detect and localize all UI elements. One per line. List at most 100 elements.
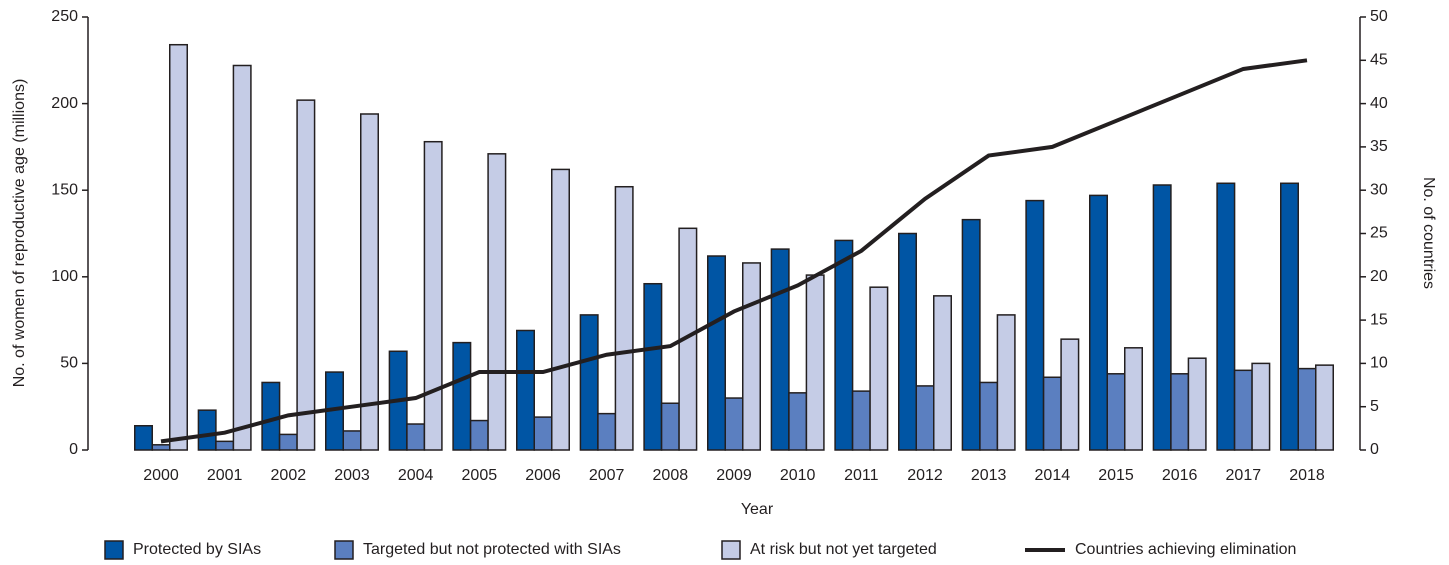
bar	[1280, 182, 1299, 451]
y2-tick-label: 0	[1370, 441, 1379, 458]
bar	[961, 218, 981, 451]
x-tick-label: 2002	[271, 467, 307, 484]
x-tick-label: 2004	[398, 467, 434, 484]
x-tick-label: 2010	[780, 467, 816, 484]
x-axis-label: Year	[741, 501, 774, 518]
bar	[1297, 367, 1317, 451]
bar	[1170, 373, 1190, 451]
y2-tick-label: 20	[1370, 268, 1388, 285]
legend-swatch	[334, 540, 354, 560]
bar	[851, 390, 871, 451]
legend-label: Targeted but not protected with SIAs	[363, 541, 621, 558]
y-tick-label: 0	[69, 441, 78, 458]
y2-axis-label: No. of countries	[1420, 177, 1437, 289]
bar	[134, 425, 153, 451]
bar	[614, 185, 634, 451]
x-tick-label: 2003	[334, 467, 370, 484]
bar	[869, 286, 889, 451]
x-tick-label: 2013	[971, 467, 1007, 484]
bar	[1089, 194, 1108, 451]
bar	[232, 64, 252, 451]
bar	[452, 341, 472, 451]
bar	[1060, 338, 1080, 451]
y2-tick-label: 10	[1370, 355, 1388, 372]
bar	[261, 381, 281, 451]
x-tick-label: 2007	[589, 467, 625, 484]
y2-tick-label: 50	[1370, 8, 1388, 25]
bar	[1251, 362, 1271, 451]
bar	[770, 248, 790, 451]
x-tick-label: 2017	[1226, 467, 1262, 484]
bar	[296, 99, 316, 451]
y2-tick-label: 30	[1370, 181, 1388, 198]
x-tick-label: 2016	[1162, 467, 1198, 484]
bar	[1042, 376, 1062, 451]
bar	[278, 433, 298, 451]
y-axis-label: No. of women of reproductive age (millio…	[11, 79, 28, 388]
y2-tick-label: 5	[1370, 398, 1379, 415]
bar	[1216, 182, 1236, 451]
bar	[215, 440, 235, 451]
x-tick-label: 2009	[716, 467, 752, 484]
bar	[579, 314, 599, 451]
line	[160, 58, 1308, 444]
bar	[724, 397, 744, 451]
bar	[805, 274, 825, 451]
y-tick-label: 200	[51, 95, 78, 112]
legend-label: Protected by SIAs	[133, 541, 261, 558]
bar	[1187, 357, 1207, 451]
bar	[788, 392, 808, 451]
y-tick-label: 150	[51, 181, 78, 198]
bar	[979, 381, 999, 451]
bar	[1106, 373, 1126, 451]
bar	[423, 140, 443, 451]
bar	[533, 416, 553, 451]
bar	[516, 329, 535, 451]
bar	[551, 168, 570, 451]
x-tick-label: 2001	[207, 467, 243, 484]
x-tick-label: 2015	[1098, 467, 1134, 484]
bar	[406, 423, 426, 451]
x-tick-label: 2011	[844, 467, 879, 484]
x-tick-label: 2006	[525, 467, 561, 484]
bar	[487, 153, 507, 451]
x-tick-label: 2000	[143, 467, 179, 484]
bar	[197, 409, 217, 451]
bar	[342, 430, 362, 451]
y2-tick-label: 25	[1370, 225, 1388, 242]
bar	[1233, 369, 1253, 451]
bar	[597, 412, 617, 451]
y2-tick-label: 15	[1370, 311, 1388, 328]
bar	[469, 419, 489, 451]
x-tick-label: 2012	[907, 467, 943, 484]
y2-tick-label: 35	[1370, 138, 1388, 155]
bar	[742, 262, 761, 451]
bar	[834, 239, 854, 451]
legend-label: At risk but not yet targeted	[750, 541, 937, 558]
legend-label: Countries achieving elimination	[1075, 541, 1296, 558]
bar	[169, 43, 188, 451]
bar	[1124, 347, 1143, 451]
bar	[643, 282, 663, 451]
bar	[360, 113, 379, 451]
y-tick-label: 250	[51, 8, 78, 25]
y-tick-label: 100	[51, 268, 78, 285]
y-tick-label: 50	[60, 355, 78, 372]
bar	[996, 314, 1016, 451]
bar	[707, 255, 726, 451]
bar	[933, 295, 952, 451]
bar	[898, 232, 917, 451]
y2-tick-label: 40	[1370, 95, 1388, 112]
x-tick-label: 2014	[1035, 467, 1071, 484]
bar	[1152, 184, 1172, 451]
bar	[660, 402, 680, 451]
bar	[1315, 364, 1334, 451]
legend-swatch	[104, 540, 124, 560]
x-tick-label: 2005	[462, 467, 498, 484]
bar	[915, 385, 935, 451]
bar	[151, 444, 171, 451]
legend-swatch	[721, 540, 741, 560]
x-tick-label: 2018	[1289, 467, 1325, 484]
y2-tick-label: 45	[1370, 52, 1388, 69]
